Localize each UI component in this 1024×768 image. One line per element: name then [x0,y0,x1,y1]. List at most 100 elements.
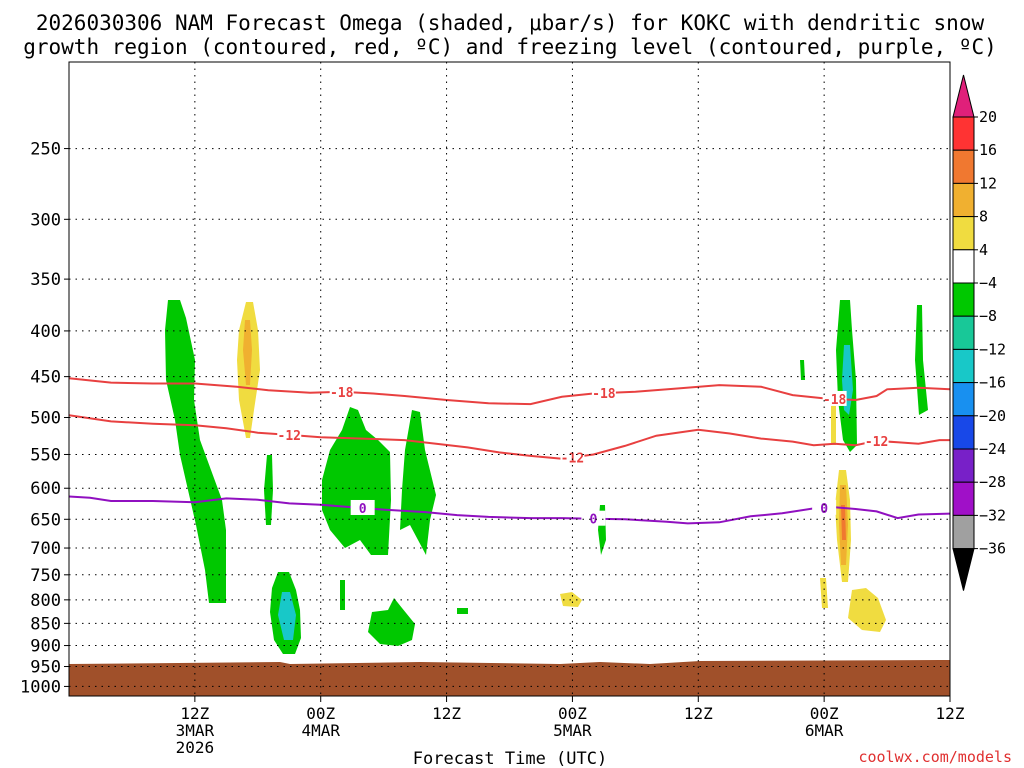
plot-frame [68,61,951,697]
omega-area-green [800,360,805,380]
colorbar: 20 16 12 8 4 −4 −8 −12 −16 −20 −24 −28 −32 −36 [952,74,1006,591]
y-tick-label: 350 [30,270,61,290]
contour-label-bg [822,390,847,406]
omega-area-green [264,455,273,525]
y-tick-label: 250 [30,140,61,160]
omega-shading [165,300,928,654]
y-tick-label: 650 [30,510,61,530]
colorbar-label: 20 [979,108,997,126]
contour-label: -12 [278,429,301,444]
y-tick-label: 300 [30,210,61,230]
y-tick-label: 400 [30,322,61,342]
y-tick-label: 450 [30,368,61,388]
colorbar-bin [952,382,975,417]
contour-label-bg [864,432,889,448]
omega-area-green [368,598,415,646]
x-tick-label: 12Z [936,704,965,723]
colorbar-bin [952,315,975,350]
colorbar-label: 8 [979,208,988,226]
colorbar-label: 12 [979,174,997,192]
omega-area-green [400,410,436,555]
colorbar-label: −4 [979,274,997,292]
colorbar-label: −16 [979,374,1006,392]
x-tick-label: 00Z [306,704,335,723]
colorbar-label: 16 [979,141,997,159]
colorbar-bottom-arrow [952,548,975,591]
contour-label-bg [591,385,616,401]
x-tick-label: 12Z [684,704,713,723]
omega-area-yellow [831,395,836,445]
omega-area-green [457,608,468,614]
colorbar-label: −32 [979,506,1006,524]
y-tick-label: 750 [30,566,61,586]
colorbar-label: 4 [979,241,988,259]
omega-area-yellow [848,588,886,632]
contour-label-bg [812,499,837,515]
colorbar-label: −28 [979,473,1006,491]
contour-label-bg [329,383,354,399]
contour-label: -18 [823,393,847,408]
x-tick-label: 6MAR [805,721,844,740]
colorbar-bin [952,282,975,317]
colorbar-label: −12 [979,340,1006,358]
contour-label-bg [277,426,302,442]
colorbar-top-arrow [952,74,975,118]
contour-label-bg [350,499,375,515]
x-tick-label: 4MAR [301,721,340,740]
chart-title-line2: growth region (contoured, red, ºC) and f… [23,35,997,59]
colorbar-label: −8 [979,307,997,325]
contour-label: 0 [820,502,828,517]
colorbar-bin [952,116,975,151]
x-tick-label: 00Z [558,704,587,723]
colorbar-bin [952,149,975,184]
x-tick-label: 5MAR [553,721,592,740]
colorbar-bin [952,415,975,450]
x-tick-label: 12Z [180,704,209,723]
contour-label: 0 [589,513,597,528]
y-axis: 250 300 350 400 450 500 550 600 650 700 750 800 850 9… [20,140,69,697]
colorbar-bin [952,514,975,550]
y-tick-label: 550 [30,445,61,465]
colorbar-bin [952,481,975,516]
colorbar-bin [952,448,975,483]
y-tick-label: 600 [30,479,61,499]
contour-line-minus12 [69,414,950,460]
contour-label: -18 [592,387,616,402]
colorbar-label: −36 [979,540,1006,558]
omega-area-amber [243,320,252,385]
gridlines [69,62,951,696]
colorbar-label: −20 [979,407,1006,425]
y-tick-label: 700 [30,539,61,559]
y-tick-label: 900 [30,637,61,657]
terrain-ground [69,660,950,696]
colorbar-bin [952,249,975,284]
omega-area-orange [841,505,846,540]
colorbar-label: −24 [979,440,1006,458]
contour-line-minus18 [69,377,950,406]
contour-label: -18 [330,386,354,401]
colorbar-bin [952,348,975,384]
omega-area-green [322,407,391,555]
contour-label-bg [560,449,585,465]
x-axis-label: Forecast Time (UTC) [413,749,607,768]
y-tick-label: 850 [30,614,61,634]
colorbar-bin [952,216,975,251]
omega-area-teal [278,592,296,640]
y-tick-label: 800 [30,591,61,611]
contour-label-bg [581,510,606,526]
y-tick-label: 1000 [20,677,61,697]
x-tick-label: 2026 [176,738,215,757]
omega-area-yellow [820,578,828,608]
contour-label: -12 [865,435,888,450]
contour-line-zero [69,495,950,525]
omega-area-green [340,580,345,610]
chart-title-line1: 2026030306 NAM Forecast Omega (shaded, μ… [36,11,985,35]
omega-area-green [165,300,226,603]
contour-label: 0 [359,502,367,517]
omega-area-green [915,305,928,415]
x-tick-label: 3MAR [176,721,215,740]
